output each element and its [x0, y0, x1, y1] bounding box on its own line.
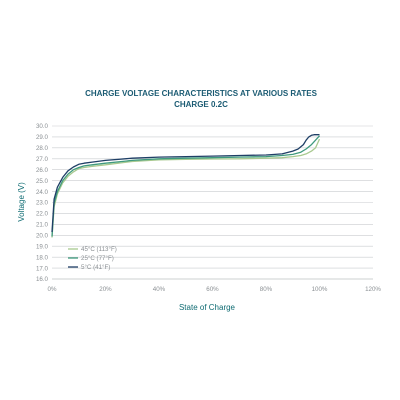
x-tick-label: 40%: [153, 286, 166, 293]
chart-title: CHARGE VOLTAGE CHARACTERISTICS AT VARIOU…: [85, 89, 318, 98]
x-tick-label: 100%: [312, 286, 328, 293]
gridlines: [52, 125, 373, 280]
x-axis-label: State of Charge: [179, 303, 236, 312]
y-tick-label: 30.0: [36, 123, 49, 130]
series-line: [51, 135, 320, 237]
y-tick-label: 16.0: [36, 276, 49, 283]
x-tick-label: 120%: [365, 286, 381, 293]
y-tick-label: 17.0: [36, 265, 49, 272]
y-tick-label: 19.0: [36, 243, 49, 250]
series-line: [51, 134, 320, 233]
x-tick-labels: 0% 20% 40% 60% 80% 100% 120%: [48, 286, 382, 293]
y-tick-label: 21.0: [36, 222, 49, 229]
legend-label: 25°C (77°F): [81, 255, 114, 262]
x-tick-label: 80%: [260, 286, 273, 293]
y-tick-label: 22.0: [36, 211, 49, 218]
y-tick-labels: 16.0 17.0 18.0 19.0 20.0 21.0 22.0 23.0 24.0 25.0…: [36, 123, 49, 283]
y-tick-label: 20.0: [36, 232, 49, 239]
y-tick-label: 27.0: [36, 156, 49, 163]
chart-subtitle: CHARGE 0.2C: [174, 100, 228, 109]
x-tick-label: 0%: [48, 286, 57, 293]
y-tick-label: 18.0: [36, 254, 49, 261]
x-tick-label: 60%: [206, 286, 219, 293]
y-tick-label: 25.0: [36, 178, 49, 185]
y-tick-label: 26.0: [36, 167, 49, 174]
y-tick-label: 24.0: [36, 189, 49, 196]
y-tick-label: 29.0: [36, 134, 49, 141]
series-line: [51, 138, 321, 238]
y-axis-label: Voltage (V): [17, 182, 26, 222]
legend: 45°C (113°F) 25°C (77°F) 5°C (41°F): [68, 246, 117, 271]
series-lines: [51, 134, 321, 238]
y-tick-label: 23.0: [36, 200, 49, 207]
legend-label: 45°C (113°F): [81, 246, 117, 253]
x-tick-label: 20%: [99, 286, 112, 293]
y-tick-label: 28.0: [36, 145, 49, 152]
legend-label: 5°C (41°F): [81, 264, 110, 271]
